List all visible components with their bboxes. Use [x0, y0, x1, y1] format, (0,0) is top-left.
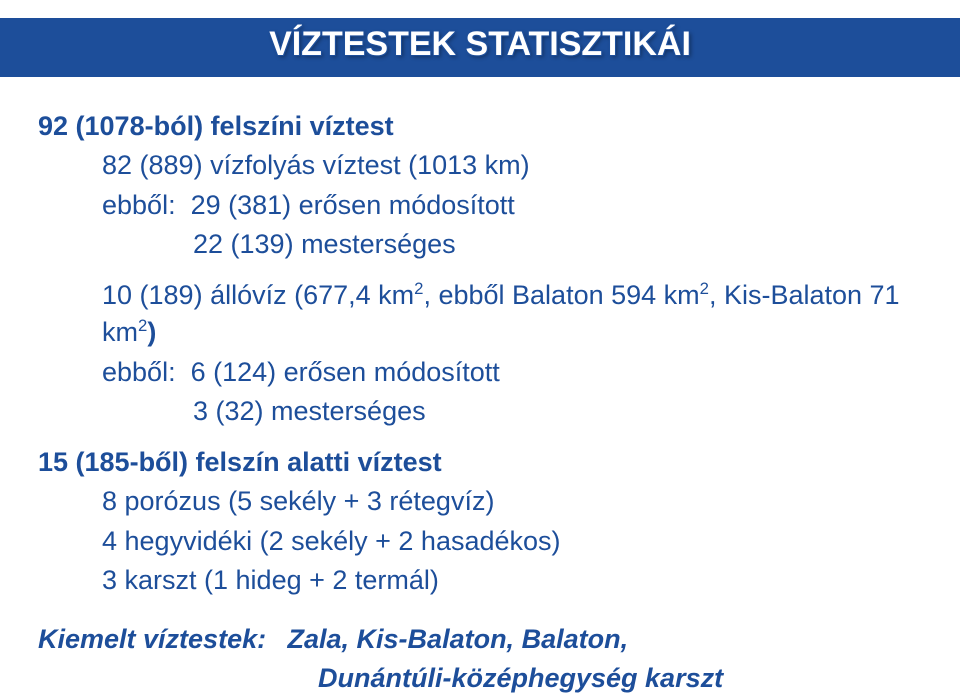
- section1-eb3: 6 (124) erősen módosított: [191, 357, 500, 387]
- kiemelt-label: Kiemelt víztestek:: [38, 621, 280, 658]
- section2-l1: 8 porózus (5 sekély + 3 rétegvíz): [102, 483, 922, 520]
- section2-l2: 4 hegyvidéki (2 sekély + 2 hasadékos): [102, 523, 922, 560]
- sup-2b: 2: [700, 279, 709, 298]
- section1-head-text: 92 (1078-ból) felszíni víztest: [38, 111, 394, 141]
- section1-ebbol-row1: ebből: 29 (381) erősen módosított: [102, 187, 922, 224]
- section1-line2: 10 (189) állóvíz (677,4 km2, ebből Balat…: [102, 277, 922, 352]
- section1-line2-mid: , ebből Balaton 594 km: [423, 280, 699, 310]
- section1-line2-close: ): [147, 317, 156, 347]
- section1-line1: 82 (889) vízfolyás víztest (1013 km): [102, 147, 922, 184]
- kiemelt-v2-row: Dunántúli-középhegység karszt: [318, 660, 922, 697]
- ebbol-label-1: ebből:: [102, 190, 176, 220]
- content-body: 92 (1078-ból) felszíni víztest 82 (889) …: [38, 108, 922, 700]
- section1-eb2: 22 (139) mesterséges: [193, 226, 922, 263]
- section1-eb4: 3 (32) mesterséges: [193, 393, 922, 430]
- kiemelt-v1: Zala, Kis-Balaton, Balaton,: [288, 624, 629, 654]
- ebbol-label-2: ebből:: [102, 357, 176, 387]
- page-title: VÍZTESTEK STATISZTIKÁI: [0, 18, 960, 77]
- section1-head: 92 (1078-ból) felszíni víztest: [38, 108, 922, 145]
- section2-head-text: 15 (185-ből) felszín alatti víztest: [38, 447, 442, 477]
- section1-line2-pre: 10 (189) állóvíz (677,4 km: [102, 280, 414, 310]
- section1-eb1: 29 (381) erősen módosított: [191, 190, 515, 220]
- section2-head: 15 (185-ből) felszín alatti víztest: [38, 444, 922, 481]
- slide: VÍZTESTEK STATISZTIKÁI 92 (1078-ból) fel…: [0, 0, 960, 697]
- section2-l3: 3 karszt (1 hideg + 2 termál): [102, 562, 922, 599]
- kiemelt-row: Kiemelt víztestek: Zala, Kis-Balaton, Ba…: [38, 621, 922, 658]
- section1-ebbol-row2: ebből: 6 (124) erősen módosított: [102, 354, 922, 391]
- kiemelt-v2: Dunántúli-középhegység karszt: [318, 663, 723, 693]
- sup-2c: 2: [138, 316, 147, 335]
